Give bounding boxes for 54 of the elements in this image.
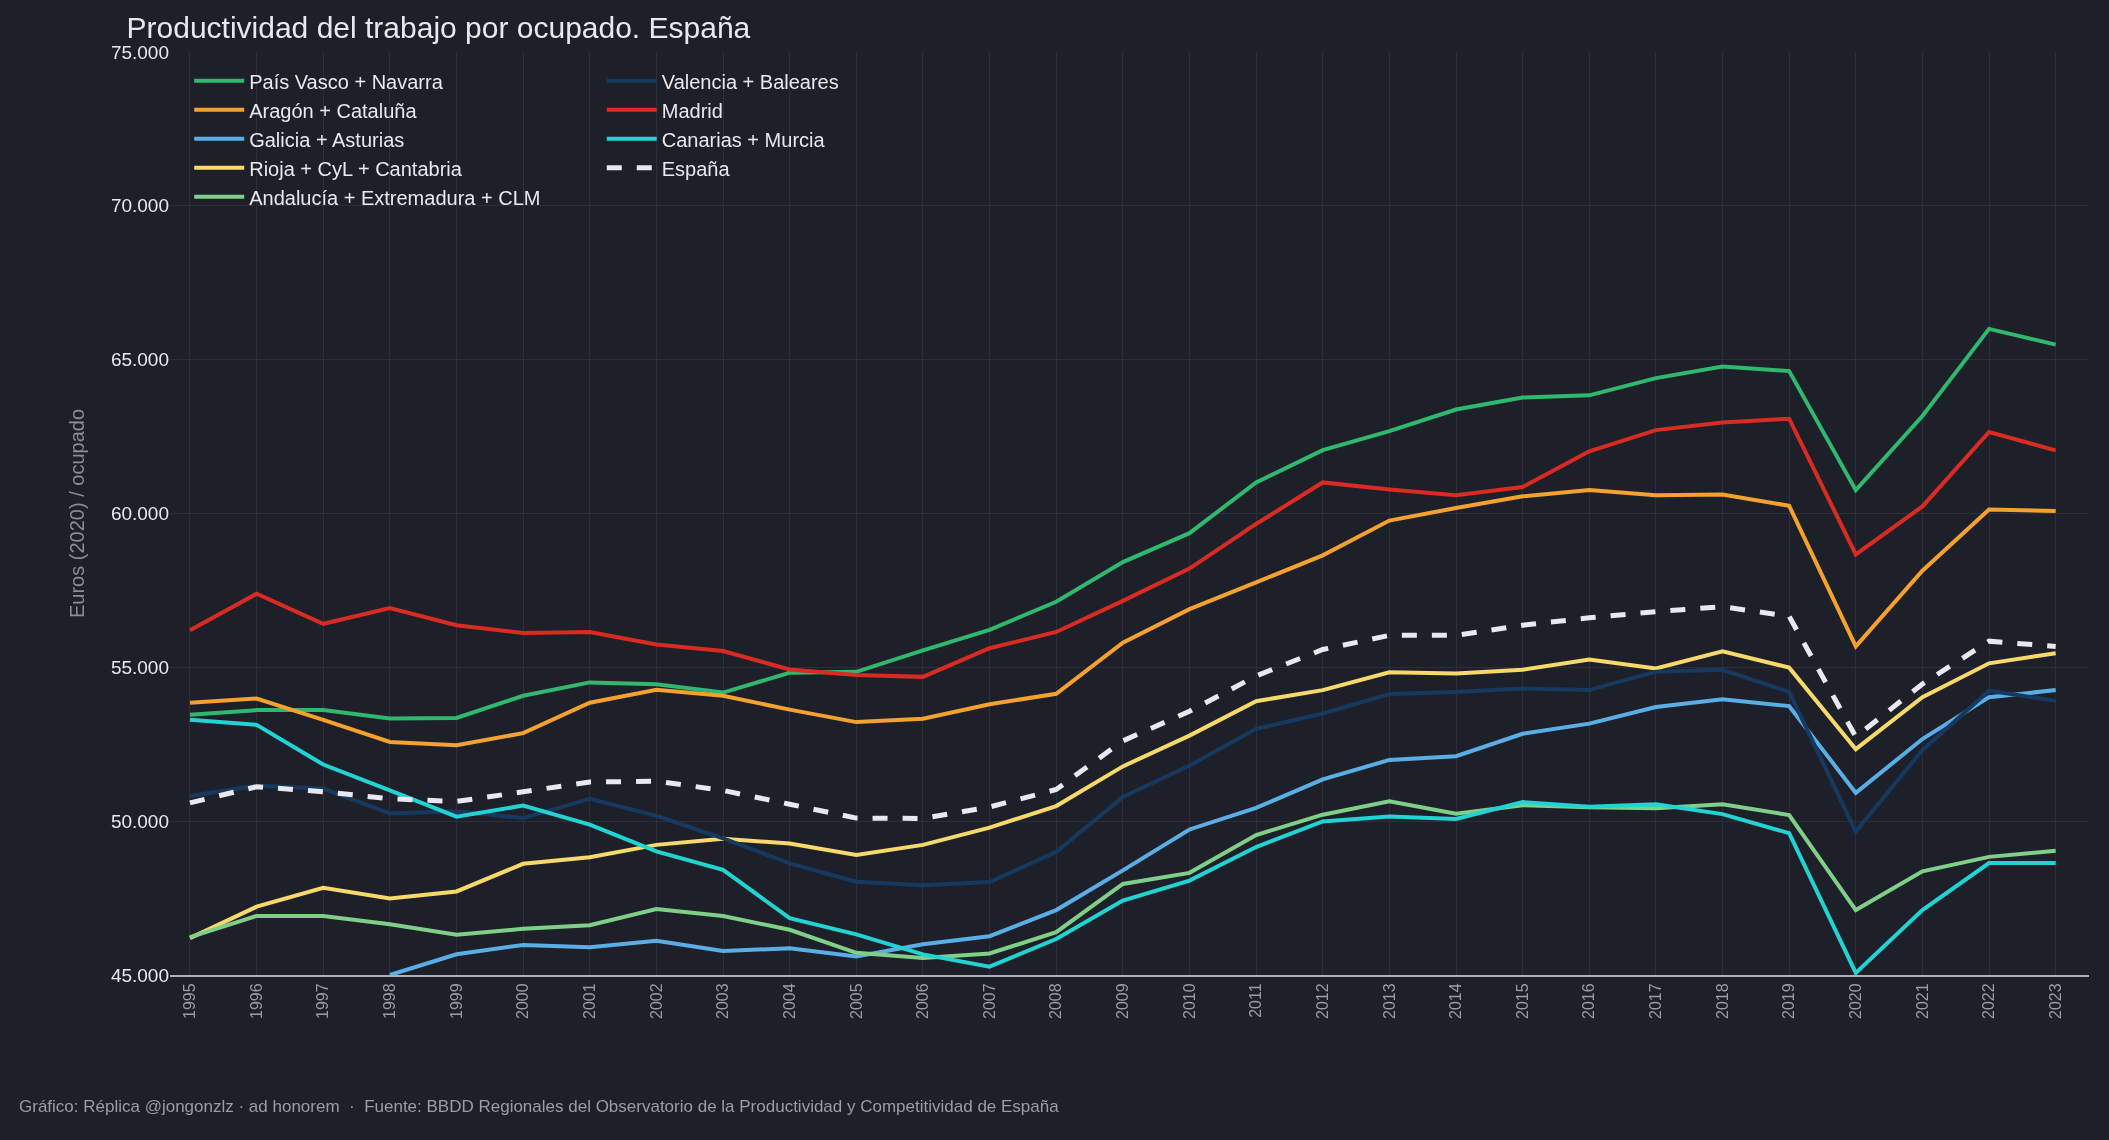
x-tick-label: 2003	[714, 983, 732, 1019]
line-series	[187, 717, 2058, 975]
x-tick-label: 1997	[314, 983, 332, 1019]
x-tick-label: 2021	[1913, 983, 1931, 1019]
y-tick-label: 70.000	[110, 195, 169, 217]
x-tick-label: 2007	[980, 983, 998, 1019]
legend-label: Rioja + CyL + Cantabria	[249, 157, 463, 180]
x-tick-label: 2004	[780, 983, 798, 1019]
x-tick-label: 2022	[1980, 983, 1998, 1019]
x-tick-label: 2013	[1380, 983, 1398, 1019]
legend-label: España	[661, 157, 731, 180]
x-tick-label: 2005	[847, 983, 865, 1019]
x-tick-label: 2008	[1047, 983, 1065, 1019]
x-tick-label: 1998	[381, 983, 399, 1019]
x-tick-label: 2015	[1513, 983, 1531, 1019]
line-series	[187, 416, 2058, 679]
line-series	[187, 488, 2058, 748]
x-tick-label: 2010	[1180, 983, 1198, 1019]
line-series	[187, 667, 2058, 888]
x-tick-label: 2012	[1313, 983, 1331, 1019]
y-tick-label: 65.000	[110, 349, 169, 371]
legend-label: Galicia + Asturias	[249, 128, 405, 151]
line-series	[187, 799, 2058, 961]
x-tick-label: 2001	[580, 983, 598, 1019]
legend-label: Andalucía + Extremadura + CLM	[249, 186, 541, 209]
x-tick-label: 2000	[514, 983, 532, 1019]
x-tick-label: 2018	[1713, 983, 1731, 1019]
x-tick-label: 2009	[1114, 983, 1132, 1019]
line-series	[187, 326, 2058, 721]
x-tick-label: 2023	[2046, 983, 2064, 1019]
legend-label: Canarias + Murcia	[661, 128, 826, 151]
line-series	[187, 649, 2058, 941]
x-tick-label: 2011	[1247, 983, 1265, 1018]
x-tick-label: 2006	[914, 983, 932, 1019]
x-tick-label: 2020	[1846, 983, 1864, 1019]
y-axis-title: Euros (2020) / ocupado	[66, 408, 89, 619]
x-tick-label: 2002	[647, 983, 665, 1019]
y-tick-label: 45.000	[110, 964, 169, 986]
legend-label: País Vasco + Navarra	[249, 70, 444, 93]
x-tick-label: 1996	[247, 983, 265, 1019]
x-tick-label: 1999	[447, 983, 465, 1019]
x-tick-label: 2016	[1580, 983, 1598, 1019]
x-tick-label: 2019	[1780, 983, 1798, 1019]
x-tick-label: 1995	[181, 983, 199, 1019]
y-tick-label: 55.000	[110, 656, 169, 678]
legend-label: Madrid	[661, 99, 723, 122]
x-tick-label: 2017	[1647, 983, 1665, 1019]
legend-label: Aragón + Cataluña	[249, 99, 418, 122]
text: Gráfico: Réplica @jongonzlz · ad honorem · Fuente: BBDD Regionales del Observatorio de la Productividad y Competitividad de España	[19, 1097, 1060, 1116]
legend-label: Valencia + Baleares	[661, 70, 839, 93]
x-tick-label: 2014	[1447, 983, 1465, 1019]
y-tick-label: 60.000	[110, 503, 169, 525]
line-series	[387, 688, 2058, 975]
y-tick-label: 50.000	[110, 810, 169, 832]
